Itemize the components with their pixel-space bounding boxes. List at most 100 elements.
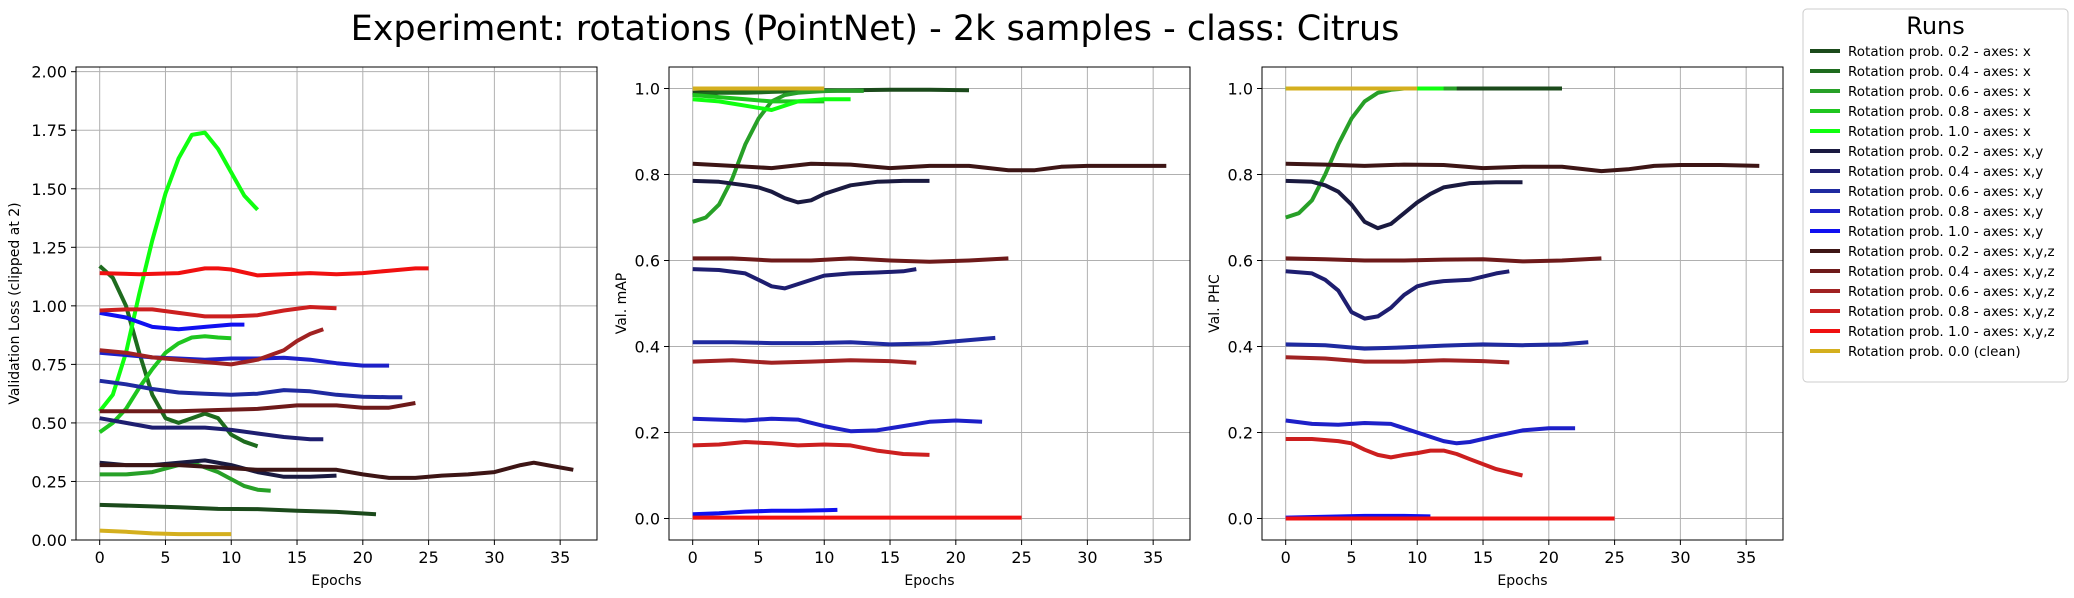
x-tick-label: 5 (753, 548, 763, 567)
series-line-3 (692, 88, 864, 224)
x-tick-label: 30 (484, 548, 504, 567)
y-tick-label: 1.0 (635, 80, 660, 99)
x-tick-label: 5 (1346, 548, 1356, 567)
series-line-1 (99, 502, 377, 517)
series-line-9 (692, 267, 917, 291)
series-line-11 (1285, 355, 1510, 365)
x-tick-label: 20 (1539, 548, 1559, 567)
legend-label: Rotation prob. 1.0 - axes: x (1848, 124, 2031, 140)
chart-panels: 0 5 10 15 20 25 30 350.000.250.500.751.001.251.… (7, 63, 1784, 589)
x-tick-label: 35 (1736, 548, 1756, 567)
legend-entry: Rotation prob. 0.2 - axes: x,y (1810, 144, 2043, 160)
series-line-14 (692, 507, 838, 517)
legend-entry: Rotation prob. 0.4 - axes: x,y,z (1810, 264, 2055, 280)
y-tick-label: 0.8 (635, 166, 660, 185)
series-line-13 (1285, 437, 1523, 478)
y-tick-label: 0.75 (31, 355, 67, 374)
series-line-8 (99, 378, 403, 400)
y-tick-label: 0.2 (635, 424, 660, 443)
y-tick-label: 0.00 (31, 531, 67, 550)
x-tick-label: 30 (1670, 548, 1690, 567)
legend-label: Rotation prob. 0.6 - axes: x (1848, 84, 2031, 100)
legend-label: Rotation prob. 0.0 (clean) (1848, 344, 2021, 360)
y-tick-label: 0.6 (1228, 252, 1253, 271)
x-tick-label: 5 (160, 548, 170, 567)
x-axis-label: Epochs (1497, 573, 1547, 589)
x-tick-label: 15 (1473, 548, 1493, 567)
legend-entry: Rotation prob. 0.8 - axes: x,y (1810, 204, 2043, 220)
x-axis-label: Epochs (904, 573, 954, 589)
legend-entry: Rotation prob. 1.0 - axes: x,y,z (1810, 324, 2055, 340)
legend-entry: Rotation prob. 0.4 - axes: x (1810, 64, 2031, 80)
legend-title: Runs (1906, 12, 1965, 40)
legend-entry: Rotation prob. 0.8 - axes: x (1810, 104, 2031, 120)
legend-label: Rotation prob. 0.4 - axes: x,y,z (1848, 264, 2055, 280)
legend-entry: Rotation prob. 0.4 - axes: x,y (1810, 164, 2043, 180)
y-tick-label: 0.2 (1228, 424, 1253, 443)
series-line-8 (692, 256, 1009, 264)
x-tick-label: 0 (95, 548, 105, 567)
plot-frame (1261, 66, 1784, 541)
legend-label: Rotation prob. 0.8 - axes: x,y,z (1848, 304, 2055, 320)
series-line-3 (1285, 86, 1457, 220)
x-tick-label: 10 (814, 548, 834, 567)
y-tick-label: 2.00 (31, 63, 67, 82)
y-axis-label: Val. PHC (1207, 274, 1223, 333)
x-tick-label: 25 (1604, 548, 1624, 567)
legend-label: Rotation prob. 0.8 - axes: x (1848, 104, 2031, 120)
series-line-2 (98, 264, 259, 449)
series-line-11 (99, 460, 574, 480)
x-tick-label: 10 (221, 548, 241, 567)
series-line-12 (1285, 418, 1576, 446)
legend-label: Rotation prob. 0.6 - axes: x,y,z (1848, 284, 2055, 300)
legend-frame (1802, 8, 2069, 383)
series-line-16 (99, 528, 232, 537)
y-axis-label: Val. mAP (614, 273, 630, 335)
legend-entry: Rotation prob. 1.0 - axes: x (1810, 124, 2031, 140)
series-line-7 (692, 178, 930, 205)
legend: Runs Rotation prob. 0.2 - axes: xRotatio… (1802, 8, 2069, 383)
y-tick-label: 1.00 (31, 297, 67, 316)
x-tick-label: 15 (880, 548, 900, 567)
legend-label: Rotation prob. 0.4 - axes: x,y (1848, 164, 2043, 180)
y-axis-label: Validation Loss (clipped at 2) (7, 202, 23, 404)
x-tick-label: 25 (1011, 548, 1031, 567)
chart-panel-2: 0 5 10 15 20 25 30 35 0.0 0.2 0.4 0.6 0.8 1.0 Epochs Va… (614, 66, 1191, 589)
legend-entry: Rotation prob. 0.8 - axes: x,y,z (1810, 304, 2055, 320)
series-line-13 (692, 440, 930, 457)
legend-label: Rotation prob. 0.2 - axes: x (1848, 44, 2031, 60)
series-line-7 (99, 416, 324, 442)
series-line-10 (1285, 340, 1589, 351)
figure-title: Experiment: rotations (PointNet) - 2k sa… (351, 9, 1400, 49)
series-line-10 (692, 335, 996, 347)
series-line-9 (1285, 269, 1510, 321)
chart-panel-3: 0 5 10 15 20 25 30 35 0.0 0.2 0.4 0.6 0.8 1.0 Epochs Va… (1207, 66, 1784, 589)
y-tick-label: 1.25 (31, 238, 67, 257)
legend-entry: Rotation prob. 1.0 - axes: x,y (1810, 224, 2043, 240)
legend-label: Rotation prob. 0.2 - axes: x,y (1848, 144, 2043, 160)
series-line-8 (1285, 256, 1602, 264)
legend-entry: Rotation prob. 0.2 - axes: x (1810, 44, 2031, 60)
series-line-12 (692, 416, 983, 434)
y-tick-label: 0.4 (635, 338, 660, 357)
series-line-10 (99, 310, 245, 332)
y-tick-label: 1.50 (31, 180, 67, 199)
legend-label: Rotation prob. 1.0 - axes: x,y (1848, 224, 2043, 240)
x-tick-label: 0 (1281, 548, 1291, 567)
legend-entries: Rotation prob. 0.2 - axes: x Rotation pro… (1810, 44, 2055, 360)
legend-label: Rotation prob. 0.6 - axes: x,y (1848, 184, 2043, 200)
series-line-11 (692, 358, 917, 365)
x-axis-label: Epochs (311, 573, 361, 589)
legend-entry: Rotation prob. 0.6 - axes: x,y,z (1810, 284, 2055, 300)
legend-entry: Rotation prob. 0.6 - axes: x,y (1810, 184, 2043, 200)
legend-label: Rotation prob. 0.2 - axes: x,y,z (1848, 244, 2055, 260)
legend-entry: Rotation prob. 0.2 - axes: x,y,z (1810, 244, 2055, 260)
x-tick-label: 15 (287, 548, 307, 567)
series-line-14 (99, 305, 337, 319)
series-line-4 (98, 334, 232, 434)
y-tick-label: 1.0 (1228, 80, 1253, 99)
x-tick-label: 0 (688, 548, 698, 567)
y-tick-label: 0.0 (635, 510, 660, 529)
y-tick-label: 1.75 (31, 121, 67, 140)
